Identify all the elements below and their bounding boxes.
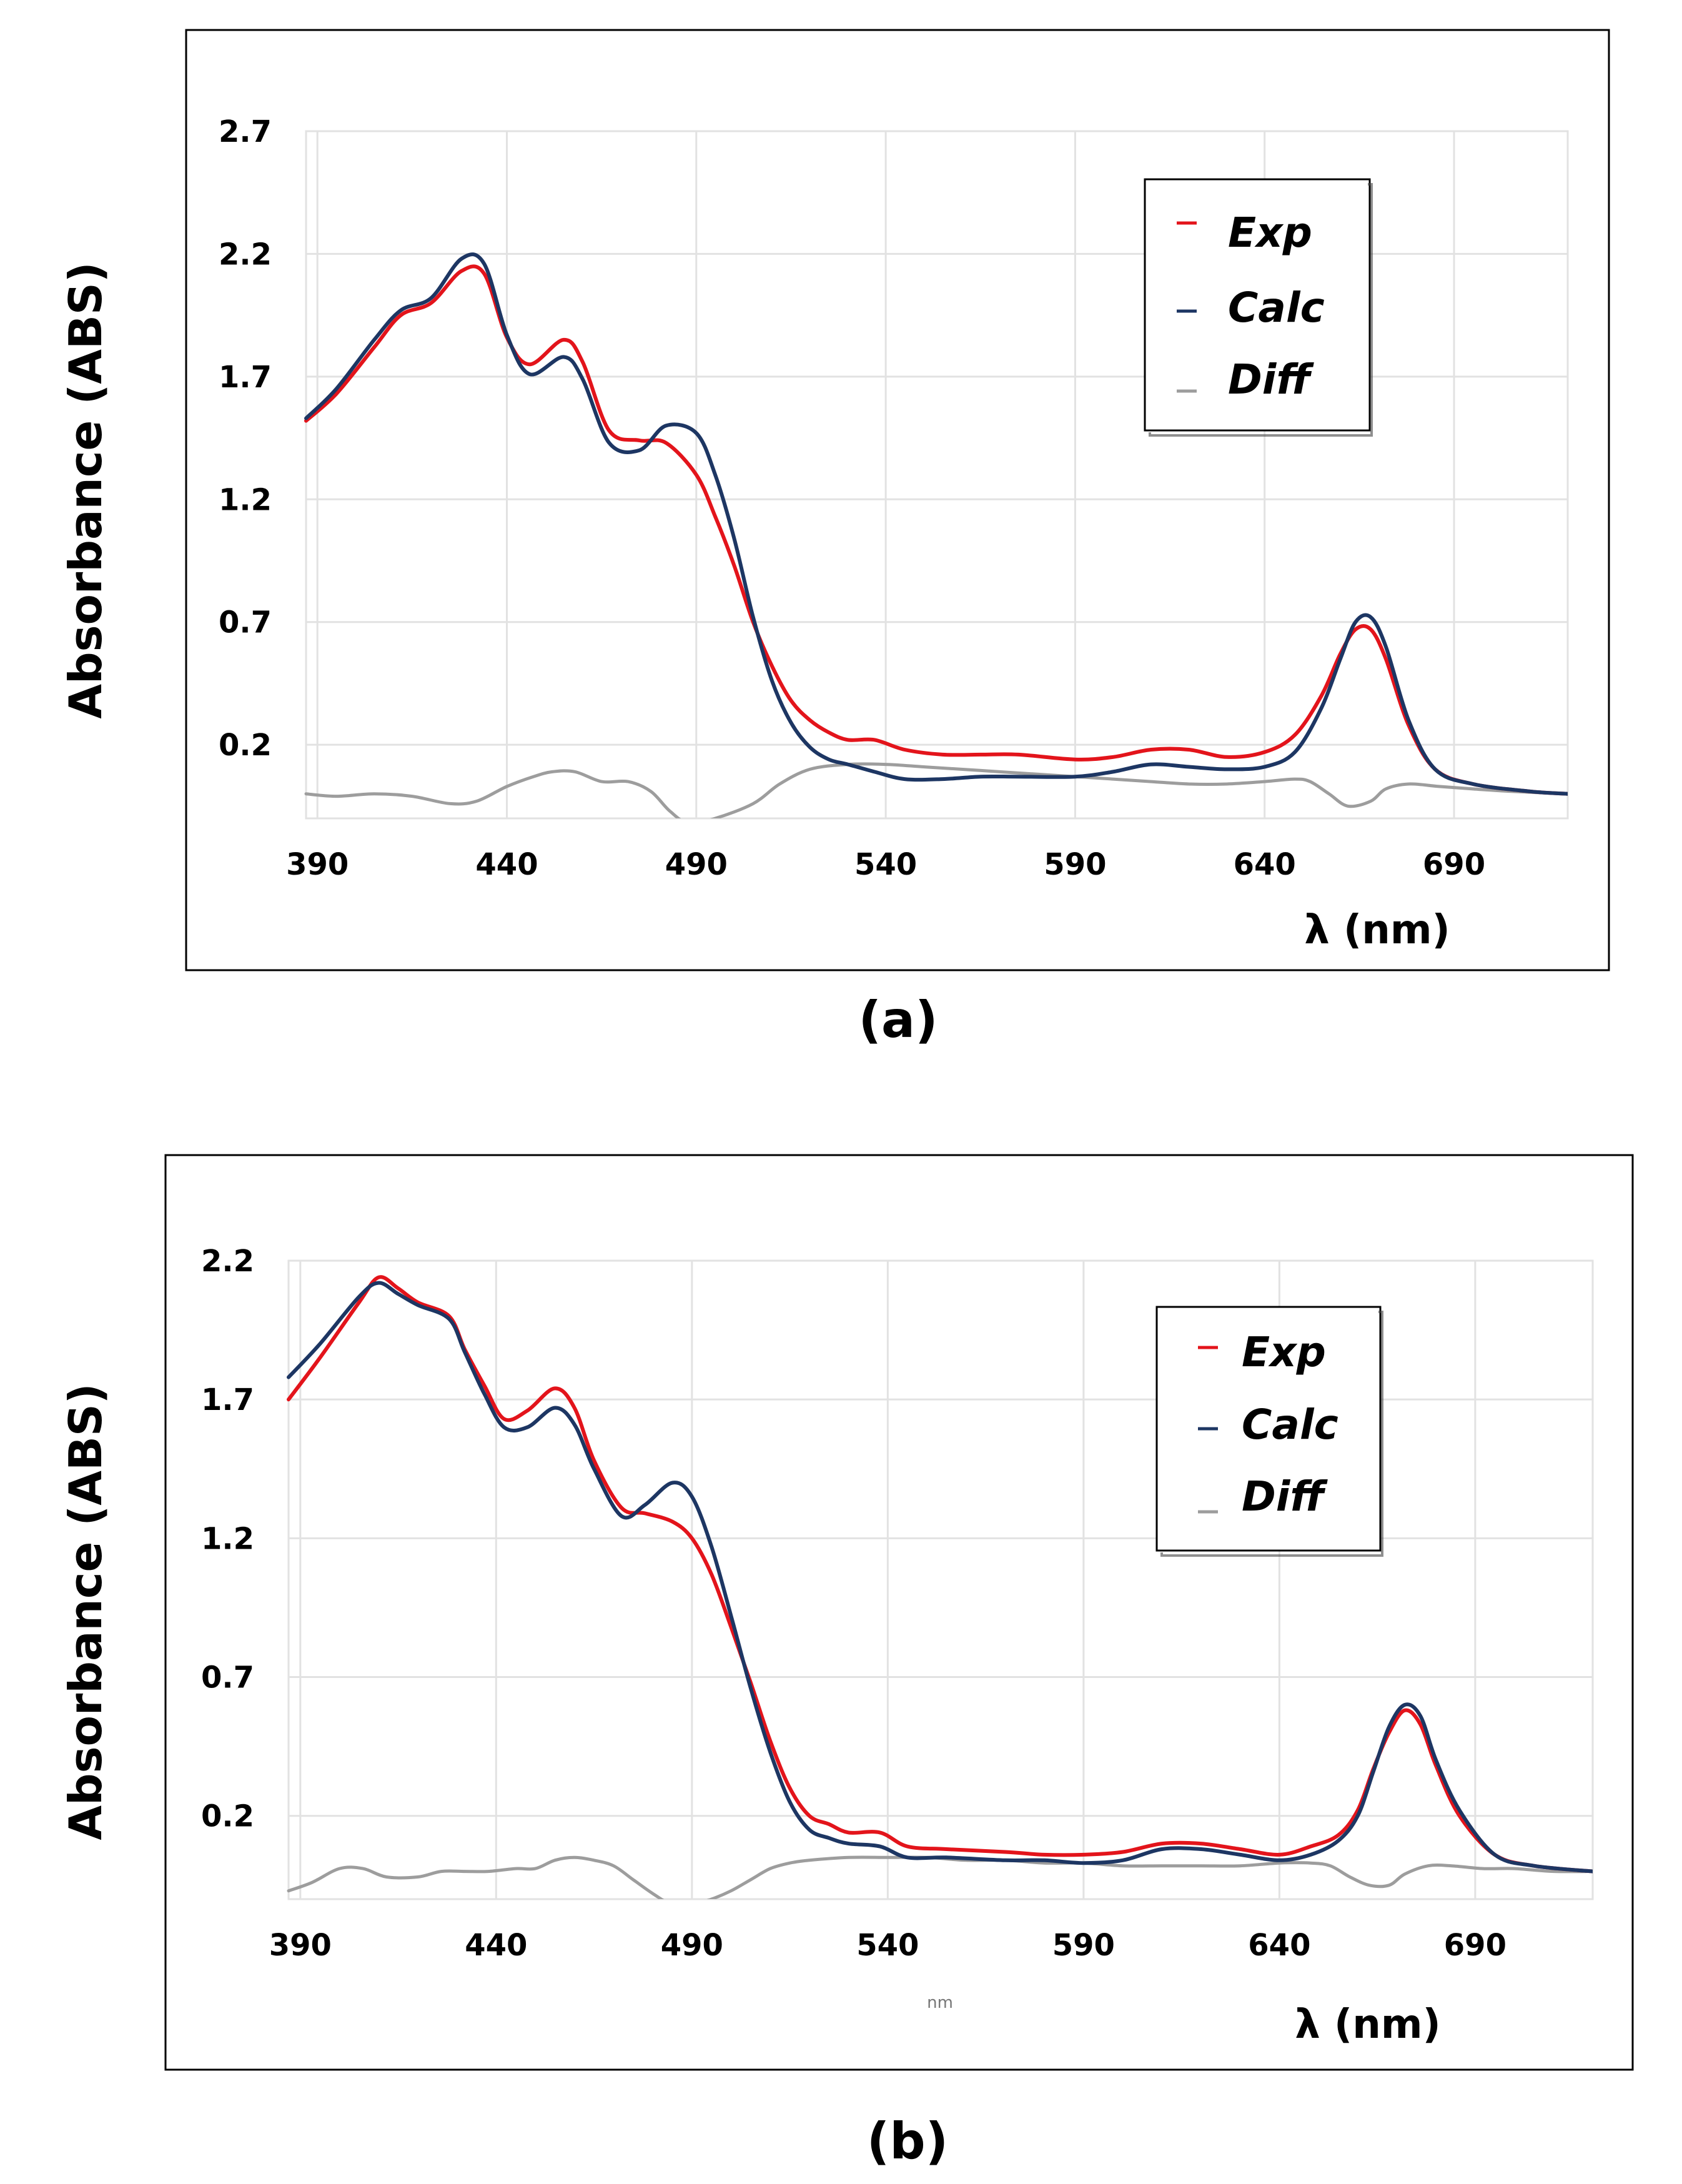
legend: Exp Calc Diff — [1144, 178, 1373, 437]
x-tick-label: 690 — [1444, 1928, 1506, 1963]
series-line-diff — [287, 1855, 1593, 1899]
y-tick-label: 1.7 — [219, 360, 272, 395]
x-tick-label: 390 — [286, 847, 349, 882]
legend-label-calc: Calc — [1242, 1401, 1338, 1449]
y-axis-label: Absorbance (ABS) — [59, 1383, 112, 1840]
legend-label-exp: Exp — [1228, 209, 1312, 257]
series-line-diff — [304, 762, 1568, 818]
x-tick-label: 590 — [1052, 1928, 1115, 1963]
x-axis-label: λ (nm) — [1304, 907, 1450, 953]
x-axis-unit-note: nm — [927, 1993, 953, 2012]
y-tick-label: 2.2 — [219, 237, 272, 272]
legend: Exp Calc Diff — [1155, 1306, 1383, 1557]
x-tick-label: 440 — [465, 1928, 527, 1963]
y-tick-label: 0.2 — [201, 1799, 254, 1834]
panel-a: 390 440 490 540 590 640 690 0.2 0.7 1.2 1.7 2.2 2.7… — [59, 29, 1610, 971]
x-tick-label: 640 — [1248, 1928, 1310, 1963]
legend-box — [1155, 1306, 1382, 1552]
y-tick-label: 0.7 — [219, 605, 272, 640]
legend-label-diff: Diff — [1228, 355, 1314, 404]
x-tick-label: 390 — [269, 1928, 332, 1963]
y-tick-label: 0.7 — [201, 1660, 254, 1695]
panel-a-caption: (a) — [858, 991, 937, 1049]
x-tick-label: 440 — [475, 847, 538, 882]
y-tick-label: 1.2 — [201, 1521, 254, 1556]
series-line-calc — [304, 252, 1568, 796]
y-tick-label: 0.2 — [219, 728, 272, 763]
x-tick-label: 540 — [854, 847, 917, 882]
x-tick-label: 640 — [1234, 847, 1296, 882]
y-tick-label: 2.7 — [219, 114, 272, 149]
x-tick-label: 590 — [1044, 847, 1106, 882]
x-tick-label: 690 — [1423, 847, 1485, 882]
series-line-calc — [287, 1281, 1593, 1874]
x-tick-label: 490 — [661, 1928, 723, 1963]
y-axis-label: Absorbance (ABS) — [59, 262, 112, 718]
y-tick-label: 1.2 — [219, 482, 272, 517]
y-tick-label: 1.7 — [201, 1382, 254, 1417]
y-tick-label: 2.2 — [201, 1244, 254, 1279]
panel-b-caption: (b) — [867, 2112, 948, 2170]
panel-b: 390 440 490 540 590 640 690 0.2 0.7 1.2 1.7 2.2 Ab… — [59, 1154, 1634, 2071]
legend-box — [1144, 178, 1371, 432]
x-tick-label: 540 — [856, 1928, 919, 1963]
x-tick-label: 490 — [665, 847, 728, 882]
panel-b-frame — [164, 1154, 1634, 2071]
legend-label-exp: Exp — [1242, 1328, 1326, 1376]
legend-label-calc: Calc — [1228, 284, 1325, 332]
legend-label-diff: Diff — [1242, 1472, 1328, 1521]
x-axis-label: λ (nm) — [1295, 2002, 1441, 2048]
